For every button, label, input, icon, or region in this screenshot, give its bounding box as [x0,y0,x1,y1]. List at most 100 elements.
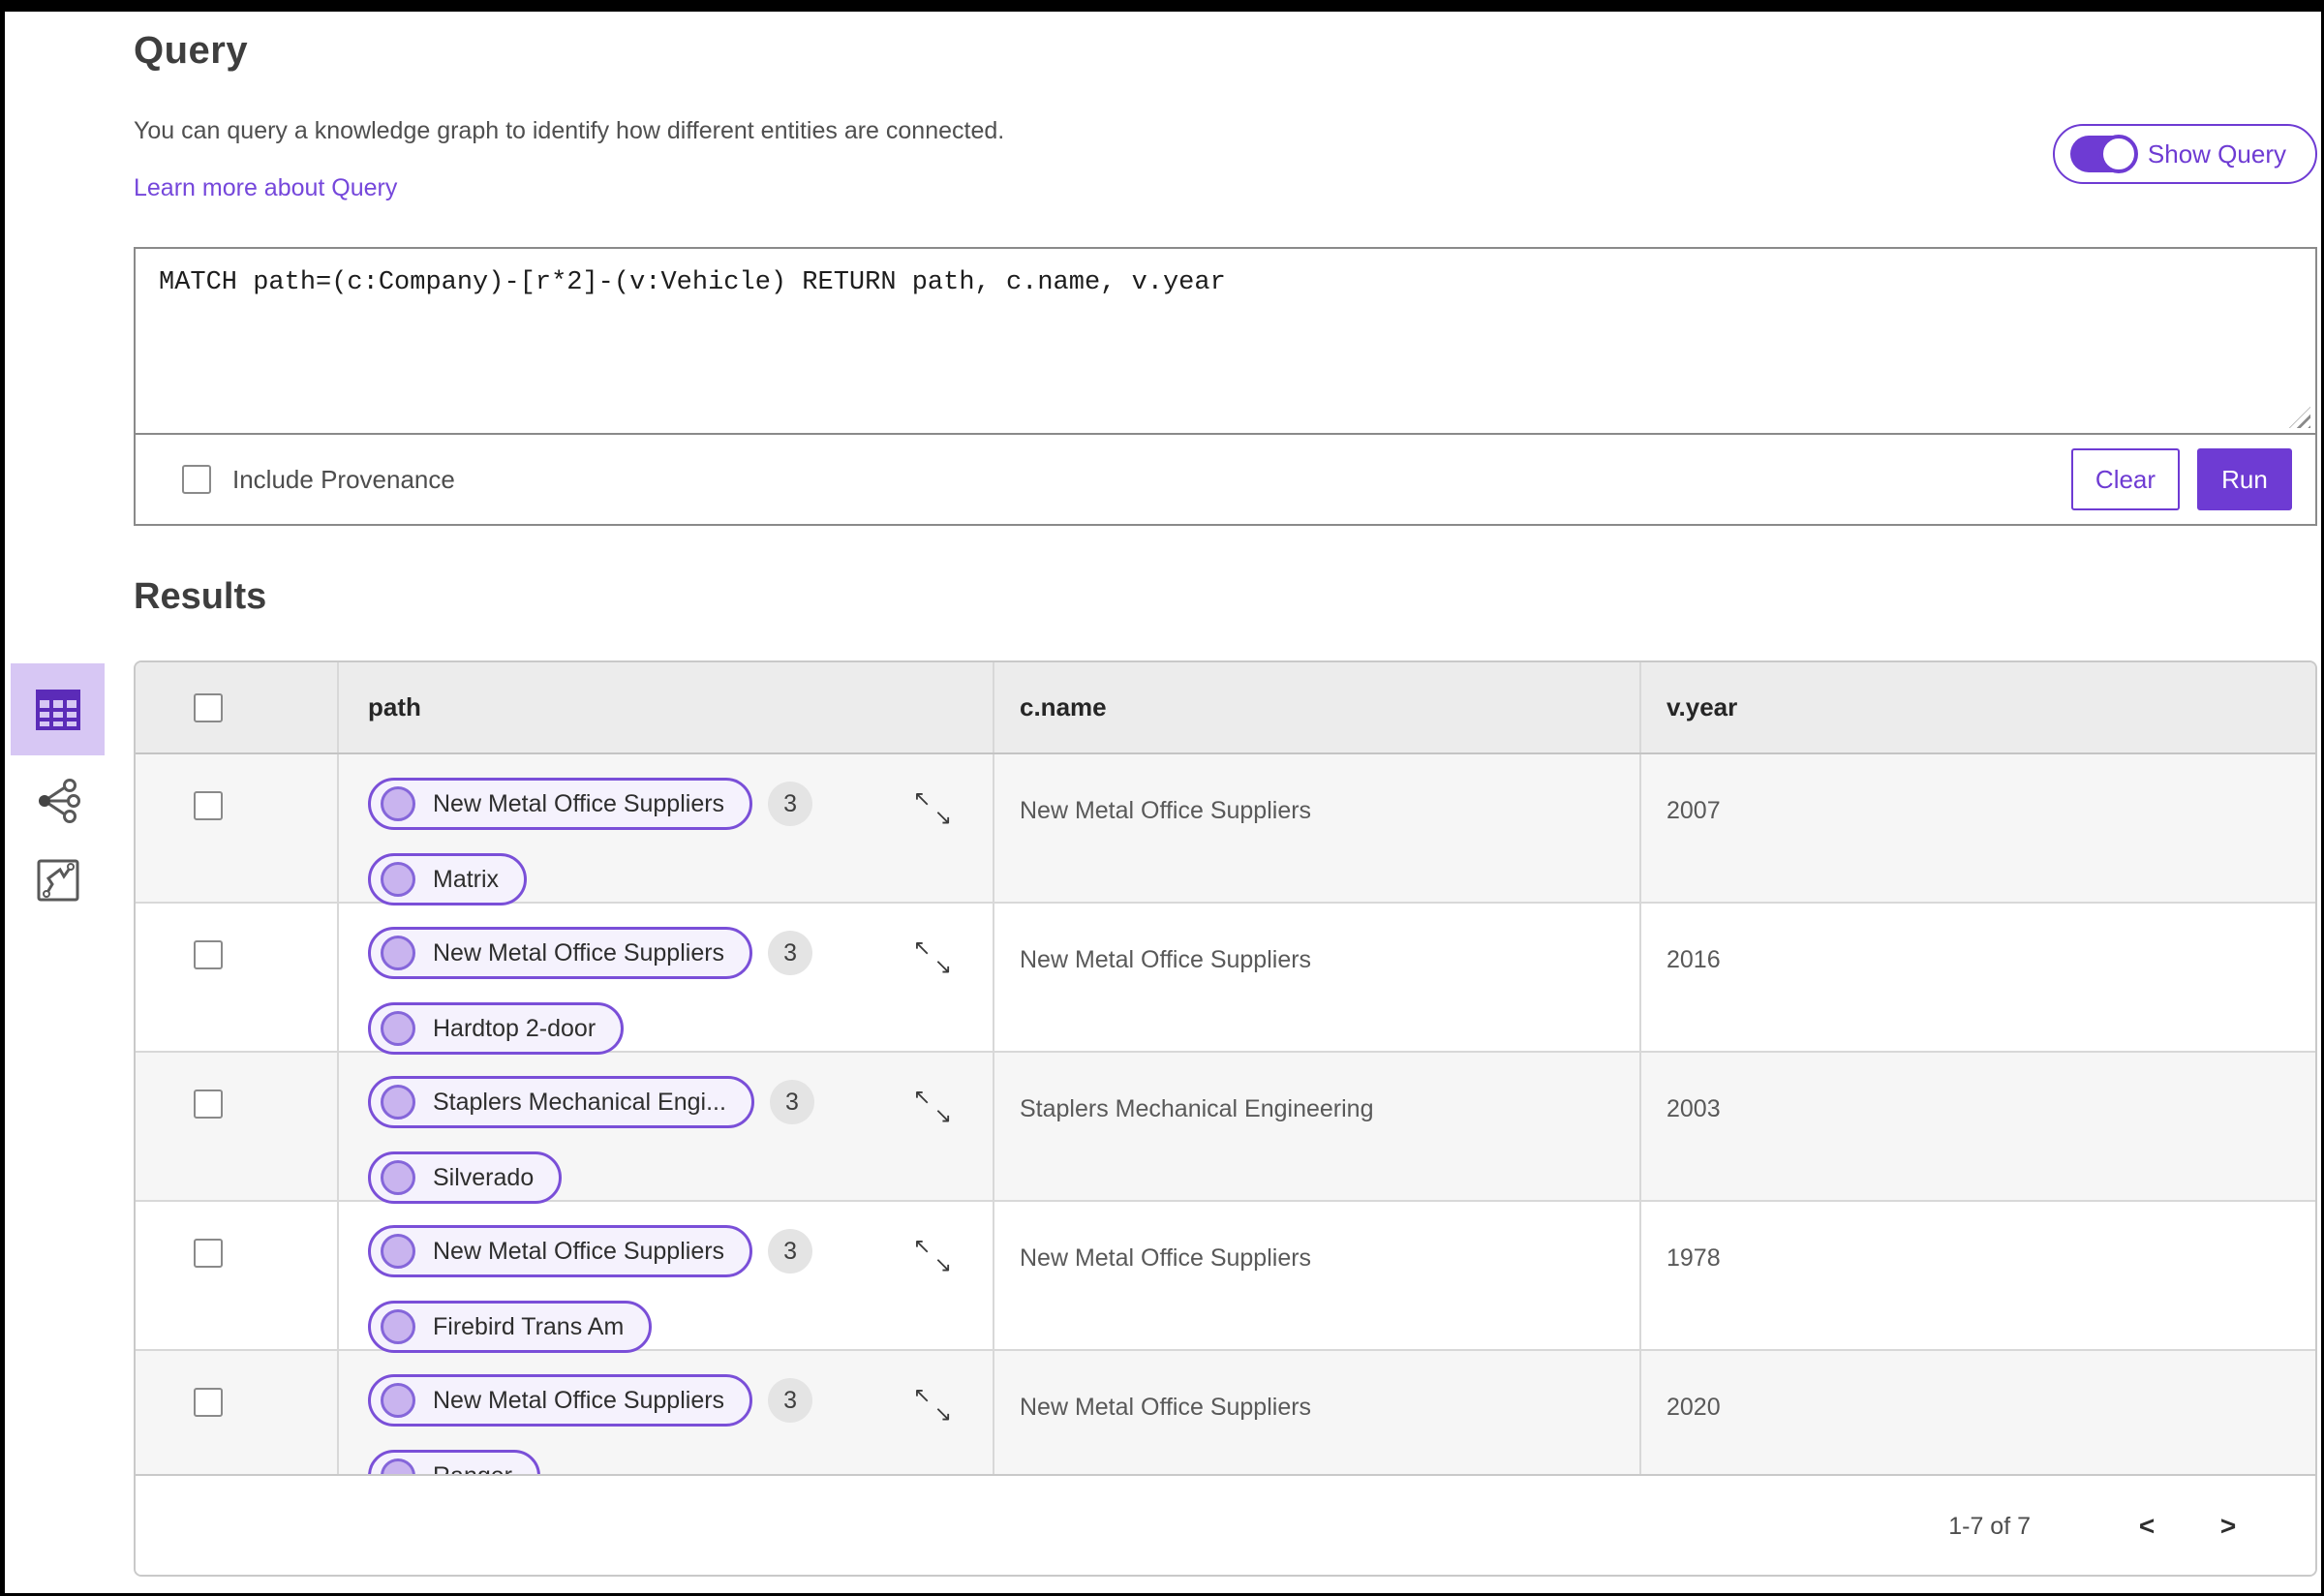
v-year-value: 2007 [1667,797,1721,824]
graph-view-icon [35,778,81,824]
path-node-label: Staplers Mechanical Engi... [433,1088,726,1116]
pagination-next-button[interactable]: > [2199,1510,2257,1543]
expand-path-icon[interactable]: ↖ ↘ [913,1235,952,1277]
query-footer: Include Provenance Clear Run [136,433,2315,524]
row-checkbox[interactable] [194,940,223,969]
app-window: Query You can query a knowledge graph to… [5,12,2321,1593]
learn-more-link[interactable]: Learn more about Query [134,174,398,201]
path-pills: New Metal Office Suppliers 3 Hardtop 2-doo… [368,927,993,1055]
path-node-label: Matrix [433,865,500,893]
c-name-value: New Metal Office Suppliers [1020,1244,1312,1272]
row-checkbox[interactable] [194,1090,223,1119]
results-title: Results [134,576,267,617]
path-node-pill[interactable]: New Metal Office Suppliers [368,778,753,830]
expand-path-icon[interactable]: ↖ ↘ [913,936,952,979]
path-node-pill[interactable]: Firebird Trans Am [368,1301,653,1353]
relationship-count-badge: 3 [768,931,813,975]
expand-arrow-se: ↘ [933,1104,952,1128]
show-query-label: Show Query [2147,138,2286,169]
table-footer: 1-7 of 7 < > [136,1474,2315,1575]
pagination-prev-button[interactable]: < [2118,1510,2176,1543]
path-node-label: Silverado [433,1163,535,1191]
table-row: New Metal Office Suppliers 3 Firebird Tran… [136,1202,2315,1353]
toggle-knob [2098,135,2138,173]
table-row: New Metal Office Suppliers 3 Matrix ↖ ↘ Ne… [136,754,2315,905]
table-row: New Metal Office Suppliers 3 Hardtop 2-doo… [136,904,2315,1055]
path-pills: New Metal Office Suppliers 3 Matrix [368,778,993,905]
path-node-pill[interactable]: Matrix [368,853,528,905]
show-query-toggle[interactable]: Show Query [2052,124,2317,184]
path-node-label: Ranger [433,1462,512,1475]
entity-node-icon [381,1085,415,1120]
entity-node-icon [381,1160,415,1195]
query-text[interactable]: MATCH path=(c:Company)-[r*2]-(v:Vehicle)… [159,268,1226,297]
path-pills: New Metal Office Suppliers 3 Firebird Tran… [368,1225,993,1353]
expand-path-icon[interactable]: ↖ ↘ [913,787,952,830]
view-rail [11,663,107,914]
entity-node-icon [381,1309,415,1344]
page-description: You can query a knowledge graph to ident… [134,117,1005,144]
path-node-label: New Metal Office Suppliers [433,1237,725,1265]
expand-arrow-se: ↘ [933,1402,952,1427]
include-provenance-checkbox[interactable] [182,465,211,494]
path-node-pill[interactable]: New Metal Office Suppliers [368,1374,753,1427]
map-view-button[interactable] [11,846,105,914]
run-button[interactable]: Run [2197,448,2292,510]
table-view-button[interactable] [11,663,105,755]
select-all-checkbox[interactable] [194,692,223,722]
include-provenance-label: Include Provenance [232,464,455,494]
path-node-pill[interactable]: Silverado [368,1151,563,1204]
entity-node-icon [381,1234,415,1269]
path-node-pill[interactable]: Staplers Mechanical Engi... [368,1076,754,1128]
resize-grip-icon[interactable] [2289,407,2310,428]
path-node-pill[interactable]: Ranger [368,1450,540,1474]
expand-path-icon[interactable]: ↖ ↘ [913,1384,952,1427]
expand-arrow-nw: ↖ [913,936,932,961]
row-checkbox[interactable] [194,1388,223,1417]
relationship-count-badge: 3 [769,1080,814,1124]
table-view-icon [35,689,81,731]
c-name-value: New Metal Office Suppliers [1020,1394,1312,1421]
toggle-switch-icon[interactable] [2069,135,2138,173]
table-header: path c.name v.year [136,662,2315,754]
entity-node-icon [381,1011,415,1046]
query-editor[interactable]: MATCH path=(c:Company)-[r*2]-(v:Vehicle)… [136,249,2315,433]
relationship-count-badge: 3 [768,1378,813,1423]
map-view-icon [36,858,80,903]
path-node-label: New Metal Office Suppliers [433,1386,725,1414]
path-pills: Staplers Mechanical Engi... 3 Silverado [368,1076,993,1204]
c-name-value: New Metal Office Suppliers [1020,946,1312,973]
path-node-pill[interactable]: New Metal Office Suppliers [368,927,753,979]
path-node-label: Firebird Trans Am [433,1312,625,1340]
expand-path-icon[interactable]: ↖ ↘ [913,1086,952,1128]
clear-button[interactable]: Clear [2071,448,2180,510]
path-node-label: Hardtop 2-door [433,1014,596,1042]
path-node-label: New Metal Office Suppliers [433,789,725,817]
results-card: path c.name v.year New Metal Office Supp… [134,660,2317,1577]
entity-node-icon [381,936,415,970]
column-header-cname: c.name [1020,692,1107,721]
column-header-vyear: v.year [1667,692,1738,721]
entity-node-icon [381,1383,415,1418]
table-row: Staplers Mechanical Engi... 3 Silverado ↖ … [136,1053,2315,1204]
column-header-path: path [368,692,421,721]
c-name-value: New Metal Office Suppliers [1020,797,1312,824]
v-year-value: 1978 [1667,1244,1721,1272]
c-name-value: Staplers Mechanical Engineering [1020,1095,1374,1122]
pagination-range: 1-7 of 7 [1948,1512,2031,1540]
expand-arrow-se: ↘ [933,1253,952,1277]
expand-arrow-nw: ↖ [913,1384,932,1408]
main-content: Query You can query a knowledge graph to… [134,29,2317,1577]
expand-arrow-nw: ↖ [913,787,932,812]
query-panel: MATCH path=(c:Company)-[r*2]-(v:Vehicle)… [134,247,2317,526]
path-node-pill[interactable]: Hardtop 2-door [368,1002,625,1055]
path-node-pill[interactable]: New Metal Office Suppliers [368,1225,753,1277]
graph-view-button[interactable] [11,767,105,835]
entity-node-icon [381,786,415,821]
page-title: Query [134,29,249,72]
row-checkbox[interactable] [194,791,223,820]
entity-node-icon [381,862,415,897]
relationship-count-badge: 3 [768,782,813,826]
path-pills: New Metal Office Suppliers 3 Ranger [368,1374,993,1474]
row-checkbox[interactable] [194,1239,223,1268]
